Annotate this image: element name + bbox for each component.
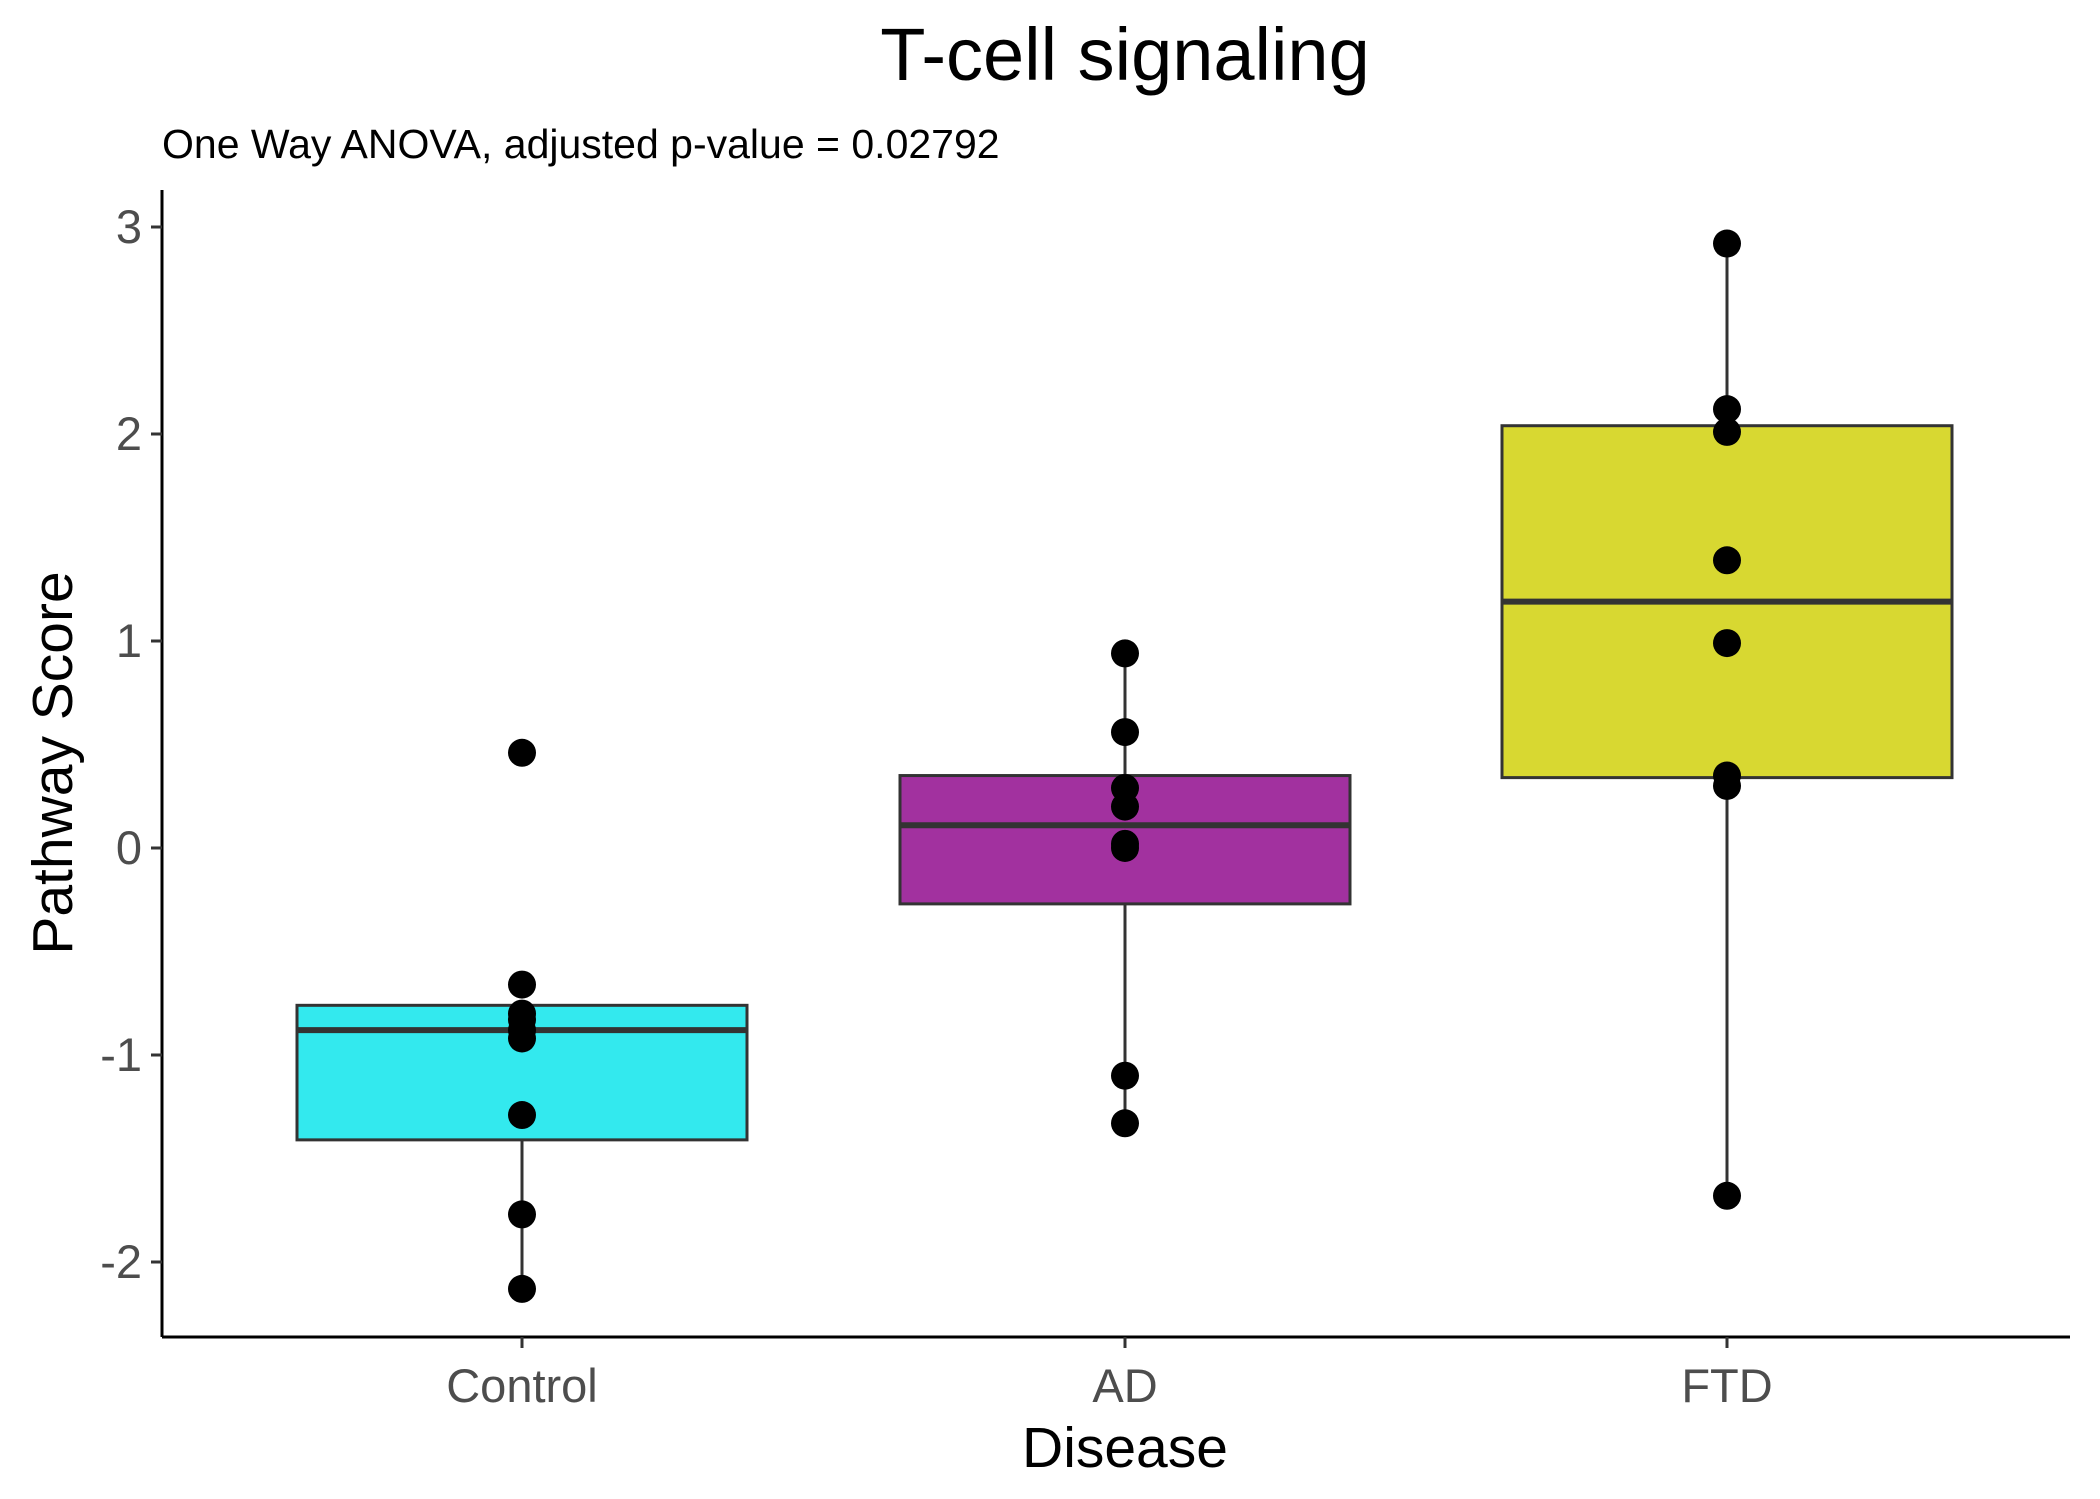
data-point-ftd-1 (1713, 229, 1741, 258)
chart-subtitle: One Way ANOVA, adjusted p-value = 0.0279… (162, 121, 1000, 167)
box-group-ftd (1500, 229, 1954, 1210)
data-point-ftd-5 (1713, 629, 1741, 658)
data-point-ftd-8 (1713, 1181, 1741, 1210)
chart-title: T-cell signaling (880, 13, 1369, 96)
y-axis-title: Pathway Score (21, 571, 85, 954)
data-point-control-9 (508, 1274, 536, 1303)
y-tick-label: 3 (116, 200, 142, 253)
data-point-ad-6 (1111, 834, 1139, 862)
x-tick-label: FTD (1681, 1359, 1772, 1412)
data-point-ftd-4 (1713, 546, 1741, 575)
x-axis-title: Disease (1022, 1416, 1228, 1480)
data-point-control-6 (508, 1024, 536, 1053)
x-tick-label: AD (1092, 1359, 1157, 1412)
y-tick-label: 1 (116, 614, 142, 667)
data-point-control-1 (508, 738, 536, 767)
data-point-ad-2 (1111, 718, 1139, 747)
y-axis-ticks: 3 2 1 0 -1 -2 (100, 200, 162, 1288)
data-point-control-8 (508, 1200, 536, 1229)
data-point-ftd-7 (1713, 771, 1741, 800)
plot-area (295, 229, 1954, 1303)
y-tick-label: 2 (116, 407, 142, 460)
data-point-ad-7 (1111, 1061, 1139, 1090)
data-point-ad-8 (1111, 1109, 1139, 1138)
data-point-ftd-3 (1713, 417, 1741, 446)
y-tick-label: 0 (116, 821, 142, 874)
x-tick-label: Control (446, 1359, 598, 1412)
box-group-ad (898, 639, 1352, 1138)
data-point-ad-1 (1111, 639, 1139, 668)
y-tick-label: -1 (100, 1028, 142, 1081)
data-point-control-2 (508, 970, 536, 999)
data-point-ftd-2 (1713, 395, 1741, 424)
data-point-ad-4 (1111, 792, 1139, 821)
box-group-control (295, 738, 749, 1303)
x-axis-ticks: Control AD FTD (446, 1337, 1773, 1412)
y-tick-label: -2 (100, 1235, 142, 1288)
data-point-control-7 (508, 1101, 536, 1130)
